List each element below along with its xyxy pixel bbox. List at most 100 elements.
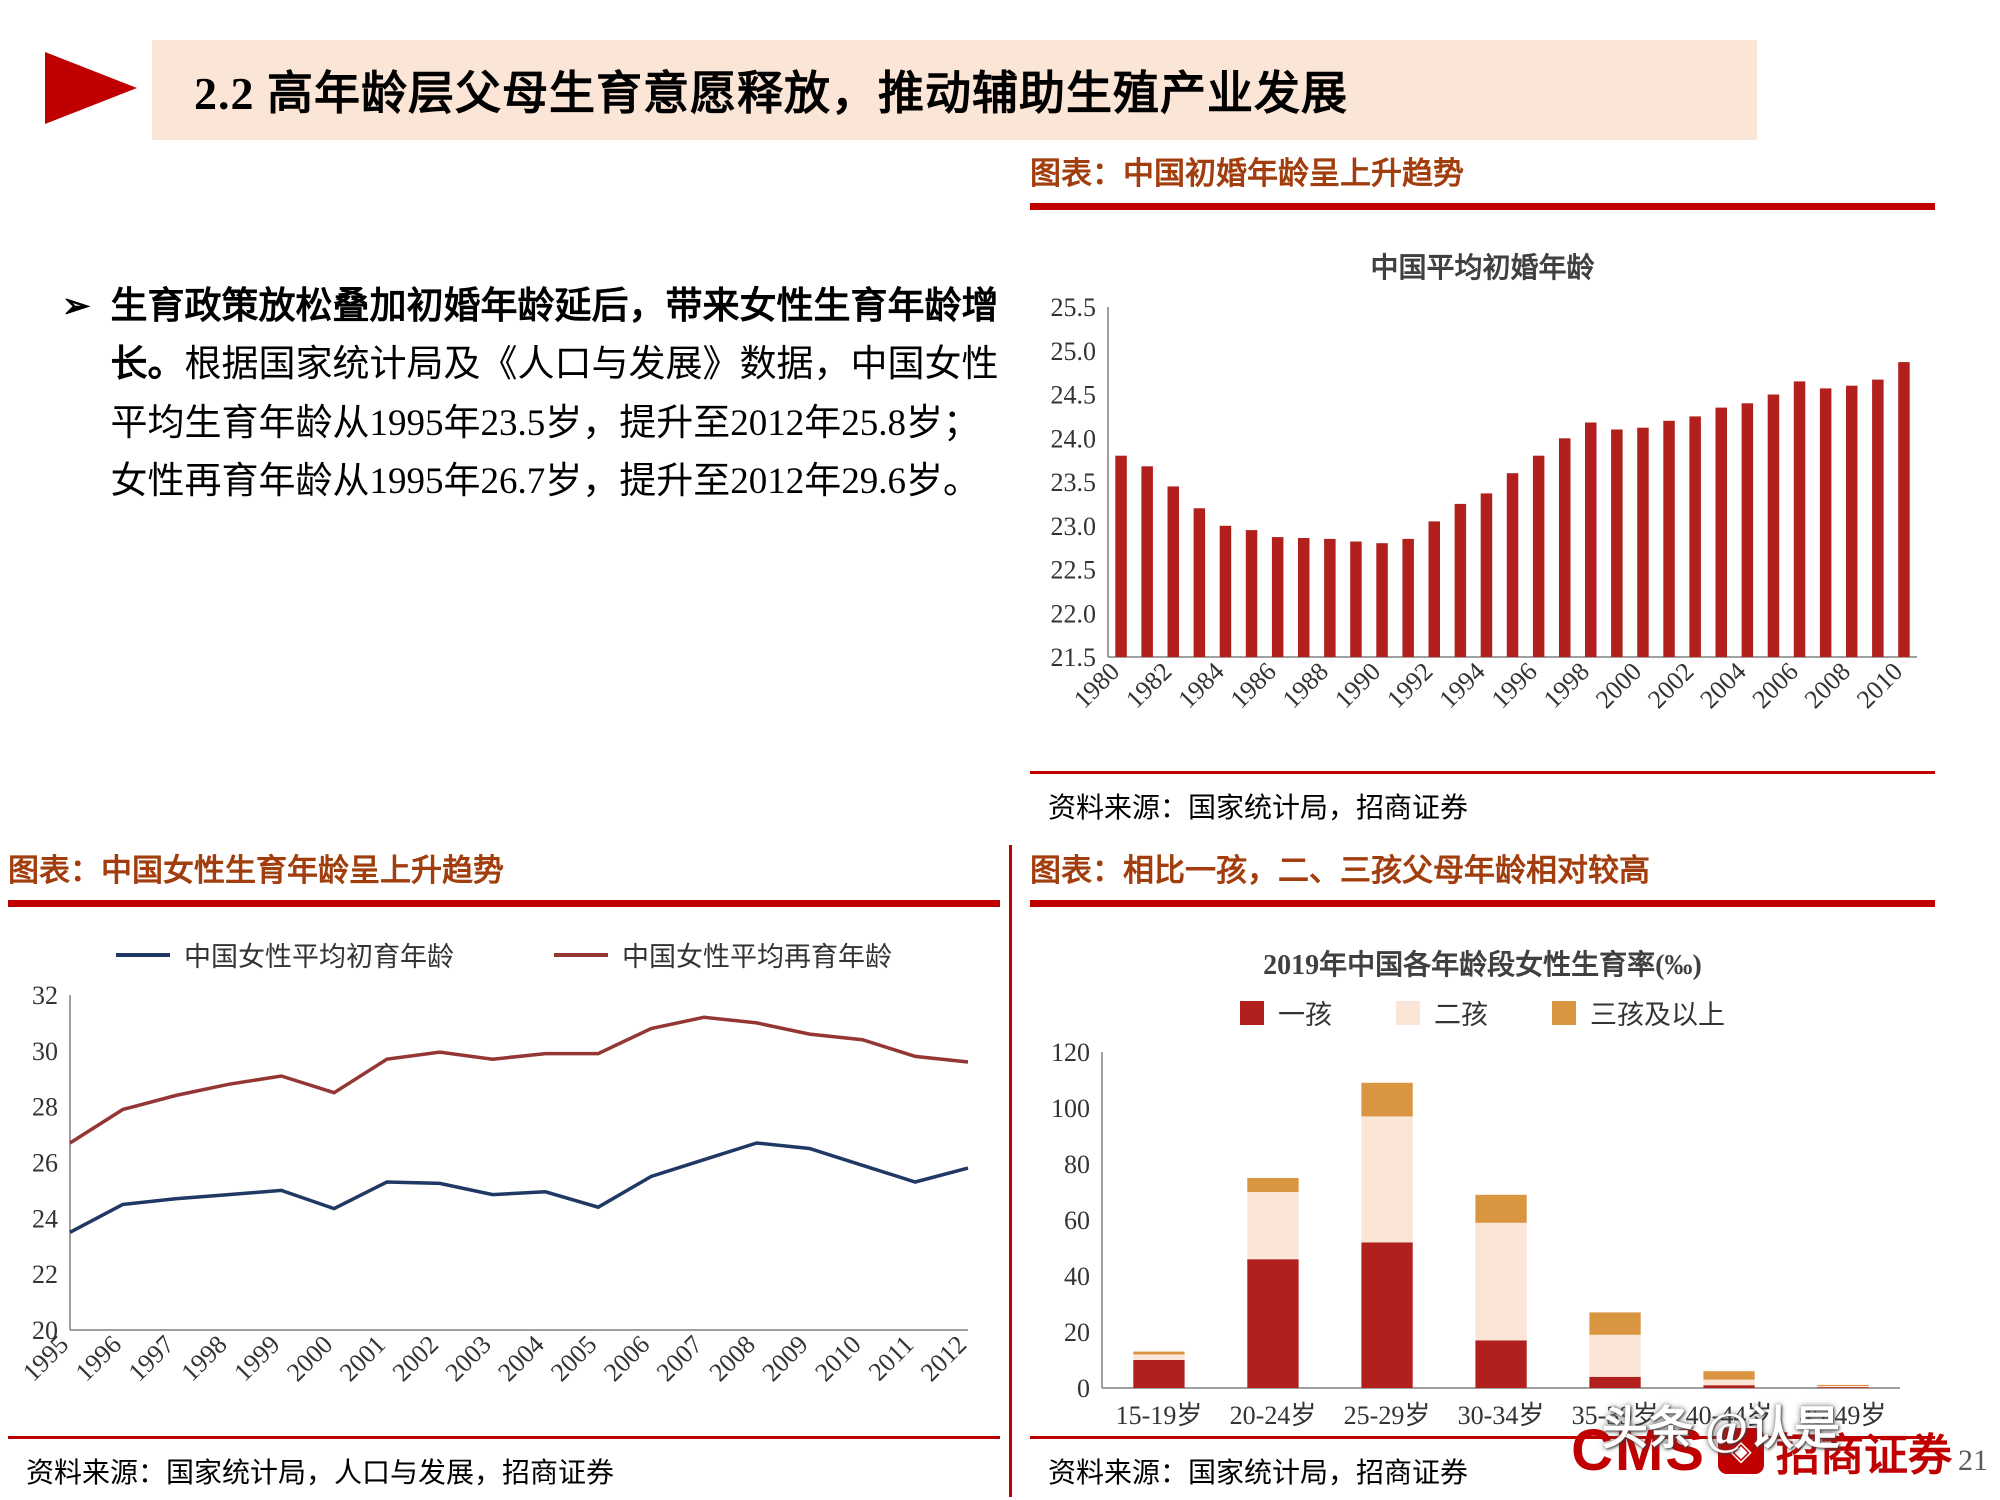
legend-item: 中国女性平均初育年龄 (116, 935, 454, 974)
svg-text:2005: 2005 (545, 1330, 602, 1387)
svg-text:2009: 2009 (756, 1330, 813, 1387)
cms-logo-text: CMS (1571, 1418, 1706, 1483)
svg-text:45-49岁: 45-49岁 (1800, 1401, 1887, 1430)
svg-text:30: 30 (32, 1037, 58, 1066)
svg-text:1997: 1997 (123, 1330, 180, 1387)
source-divider (1030, 771, 1935, 774)
source-block: 资料来源：国家统计局，招商证券 (1030, 771, 1935, 832)
bullet-paragraph: ➢ 生育政策放松叠加初婚年龄延后，带来女性生育年龄增长。根据国家统计局及《人口与… (62, 278, 1007, 512)
svg-text:40-44岁: 40-44岁 (1686, 1401, 1773, 1430)
svg-text:120: 120 (1051, 1038, 1090, 1067)
title-arrow-icon (45, 52, 137, 124)
svg-text:2008: 2008 (704, 1330, 761, 1387)
svg-text:60: 60 (1064, 1206, 1090, 1235)
panel-childbearing-age: 图表：中国女性生育年龄呈上升趋势 中国女性平均初育年龄 中国女性平均再育年龄 2… (8, 845, 1000, 1497)
source-block: 资料来源：国家统计局，人口与发展，招商证券 (8, 1436, 1000, 1497)
svg-text:23.5: 23.5 (1051, 468, 1097, 497)
svg-text:1998: 1998 (175, 1330, 232, 1387)
legend-item: 中国女性平均再育年龄 (554, 935, 892, 974)
stacked-chart-legend: 一孩 二孩 三孩及以上 (1030, 993, 1935, 1032)
svg-text:23.0: 23.0 (1051, 512, 1097, 541)
svg-text:0: 0 (1077, 1374, 1090, 1403)
panel-divider (1009, 845, 1012, 1497)
svg-text:24: 24 (32, 1204, 58, 1233)
svg-text:2007: 2007 (651, 1330, 708, 1387)
header-underline (1030, 900, 1935, 907)
bullet-bold-text: 生育政策放松叠加初婚年龄延后，带来女性生育年龄增长。 (110, 286, 999, 386)
fertility-rate-stacked-chart: 0 20 40 60 80 100 120 15-19岁 20-24岁 25-29岁 30-34岁 3… (1030, 1038, 1935, 1453)
svg-text:32: 32 (32, 981, 58, 1010)
svg-text:1995: 1995 (17, 1330, 74, 1387)
svg-text:2006: 2006 (598, 1330, 655, 1387)
svg-text:15-19岁: 15-19岁 (1116, 1401, 1203, 1430)
svg-text:1988: 1988 (1277, 657, 1334, 714)
svg-text:25.0: 25.0 (1051, 337, 1097, 366)
source-block: 资料来源：国家统计局，招商证券 (1030, 1436, 1935, 1497)
third-child-swatch-icon (1552, 1000, 1576, 1025)
page-number: 21 (1958, 1444, 1988, 1477)
svg-text:25.5: 25.5 (1051, 293, 1097, 322)
svg-text:21.5: 21.5 (1051, 643, 1097, 672)
childbearing-age-line-chart: 20 22 24 26 28 30 32 1995 1996 1997 1998 1999 2000 20… (8, 980, 1000, 1435)
svg-text:100: 100 (1051, 1094, 1090, 1123)
bullet-text: 生育政策放松叠加初婚年龄延后，带来女性生育年龄增长。根据国家统计局及《人口与发展… (111, 278, 1008, 512)
svg-text:22: 22 (32, 1260, 58, 1289)
svg-text:40: 40 (1064, 1262, 1090, 1291)
legend-item: 二孩 (1396, 993, 1488, 1032)
cms-logo-cn: 招商证券 (1776, 1430, 1952, 1480)
watermark: 头条 @认是 (1601, 1403, 1840, 1454)
svg-text:26: 26 (32, 1149, 58, 1178)
svg-text:1986: 1986 (1225, 657, 1282, 714)
svg-text:1990: 1990 (1329, 657, 1386, 714)
svg-text:2002: 2002 (1642, 657, 1699, 714)
chart-header: 图表：中国女性生育年龄呈上升趋势 (8, 853, 504, 888)
svg-text:2011: 2011 (863, 1330, 920, 1387)
legend-label: 一孩 (1278, 1000, 1332, 1030)
svg-text:1996: 1996 (70, 1330, 127, 1387)
svg-text:22.0: 22.0 (1051, 599, 1097, 628)
svg-text:25-29岁: 25-29岁 (1344, 1401, 1431, 1430)
source-divider (8, 1436, 1000, 1439)
svg-text:2001: 2001 (334, 1330, 391, 1387)
legend-item: 一孩 (1240, 993, 1332, 1032)
svg-text:20-24岁: 20-24岁 (1230, 1401, 1317, 1430)
first-marriage-age-bar-chart: 21.5 22.0 22.5 23.0 23.5 24.0 24.5 25.0 25.5 1980… (1030, 292, 1935, 762)
slide-title-banner: 2.2 高年龄层父母生育意愿释放，推动辅助生殖产业发展 (152, 40, 1757, 140)
svg-text:1998: 1998 (1538, 657, 1595, 714)
header-underline (8, 900, 1000, 907)
chart-header: 图表：相比一孩，二、三孩父母年龄相对较高 (1030, 853, 1650, 888)
bullet-arrow-icon: ➢ (62, 288, 91, 325)
source-text: 资料来源：国家统计局，人口与发展，招商证券 (26, 1458, 615, 1489)
svg-text:2002: 2002 (387, 1330, 444, 1387)
svg-text:1982: 1982 (1120, 657, 1177, 714)
second-child-swatch-icon (1396, 1000, 1420, 1025)
svg-text:24.0: 24.0 (1051, 424, 1097, 453)
legend-label: 三孩及以上 (1590, 1000, 1725, 1030)
svg-text:1999: 1999 (228, 1330, 285, 1387)
chart-title: 中国平均初婚年龄 (1370, 253, 1595, 284)
legend-label: 中国女性平均初育年龄 (184, 942, 454, 972)
svg-text:1984: 1984 (1172, 657, 1229, 714)
source-divider (1030, 1436, 1935, 1439)
svg-text:35-39岁: 35-39岁 (1572, 1401, 1659, 1430)
legend-label: 二孩 (1434, 1000, 1488, 1030)
svg-text:2004: 2004 (1694, 657, 1751, 714)
svg-text:28: 28 (32, 1093, 58, 1122)
legend-label: 中国女性平均再育年龄 (622, 942, 892, 972)
cms-badge-icon: ◈ (1718, 1427, 1764, 1474)
chart-title: 2019年中国各年龄段女性生育率(‰) (1263, 950, 1702, 981)
svg-text:30-34岁: 30-34岁 (1458, 1401, 1545, 1430)
legend-item: 三孩及以上 (1552, 993, 1725, 1032)
header-underline (1030, 203, 1935, 210)
svg-text:24.5: 24.5 (1051, 381, 1097, 410)
svg-text:22.5: 22.5 (1051, 556, 1097, 585)
svg-text:1992: 1992 (1381, 657, 1438, 714)
source-text: 资料来源：国家统计局，招商证券 (1048, 793, 1469, 824)
bullet-regular-text: 根据国家统计局及《人口与发展》数据，中国女性平均生育年龄从1995年23.5岁，… (110, 344, 999, 503)
page-title: 2.2 高年龄层父母生育意愿释放，推动辅助生殖产业发展 (194, 68, 1348, 119)
svg-text:2000: 2000 (1590, 657, 1647, 714)
svg-text:2003: 2003 (440, 1330, 497, 1387)
svg-text:2006: 2006 (1747, 657, 1804, 714)
source-text: 资料来源：国家统计局，招商证券 (1048, 1458, 1469, 1489)
panel-first-marriage-age: 图表：中国初婚年龄呈上升趋势 中国平均初婚年龄 21.5 22.0 22.5 23.0… (1030, 148, 1935, 832)
